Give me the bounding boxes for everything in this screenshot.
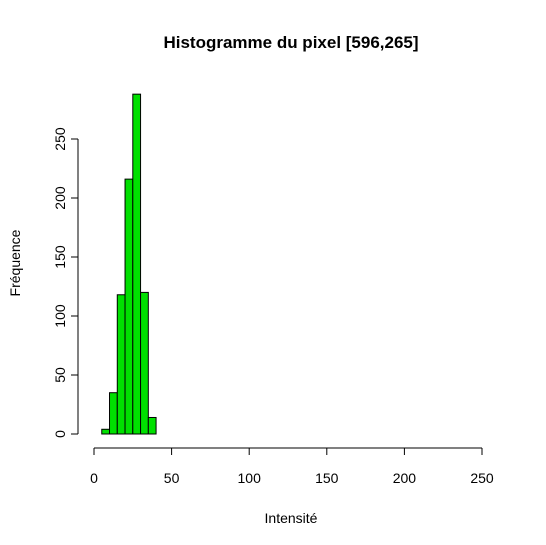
x-tick-label: 100 (238, 470, 262, 486)
y-tick-label: 50 (52, 367, 68, 383)
y-tick-label: 150 (52, 245, 68, 269)
histogram-bar-20-25 (124, 178, 134, 435)
histogram-bar-35-40 (147, 416, 157, 435)
x-tick-label: 250 (470, 470, 494, 486)
x-axis-label: Intensité (265, 510, 318, 526)
x-tick-label: 50 (164, 470, 180, 486)
x-axis: 0 50 100 150 200 250 (90, 447, 494, 486)
histogram-bar-5-10 (101, 428, 111, 435)
histogram-bars (101, 93, 157, 435)
histogram-bar-15-20 (116, 294, 126, 435)
histogram-bar-30-35 (140, 291, 149, 435)
x-tick-label: 200 (393, 470, 417, 486)
chart-title: Histogramme du pixel [596,265] (163, 33, 418, 52)
histogram-bar-10-15 (109, 392, 118, 435)
y-tick-label: 100 (52, 304, 68, 328)
y-tick-label: 0 (52, 430, 68, 438)
x-tick-label: 150 (315, 470, 339, 486)
y-axis: 0 50 100 150 200 250 (52, 127, 79, 438)
y-axis-label: Fréquence (7, 229, 23, 296)
y-tick-label: 200 (52, 186, 68, 210)
histogram-bar-25-30 (132, 93, 142, 435)
x-tick-label: 0 (90, 470, 98, 486)
y-tick-label: 250 (52, 127, 68, 151)
